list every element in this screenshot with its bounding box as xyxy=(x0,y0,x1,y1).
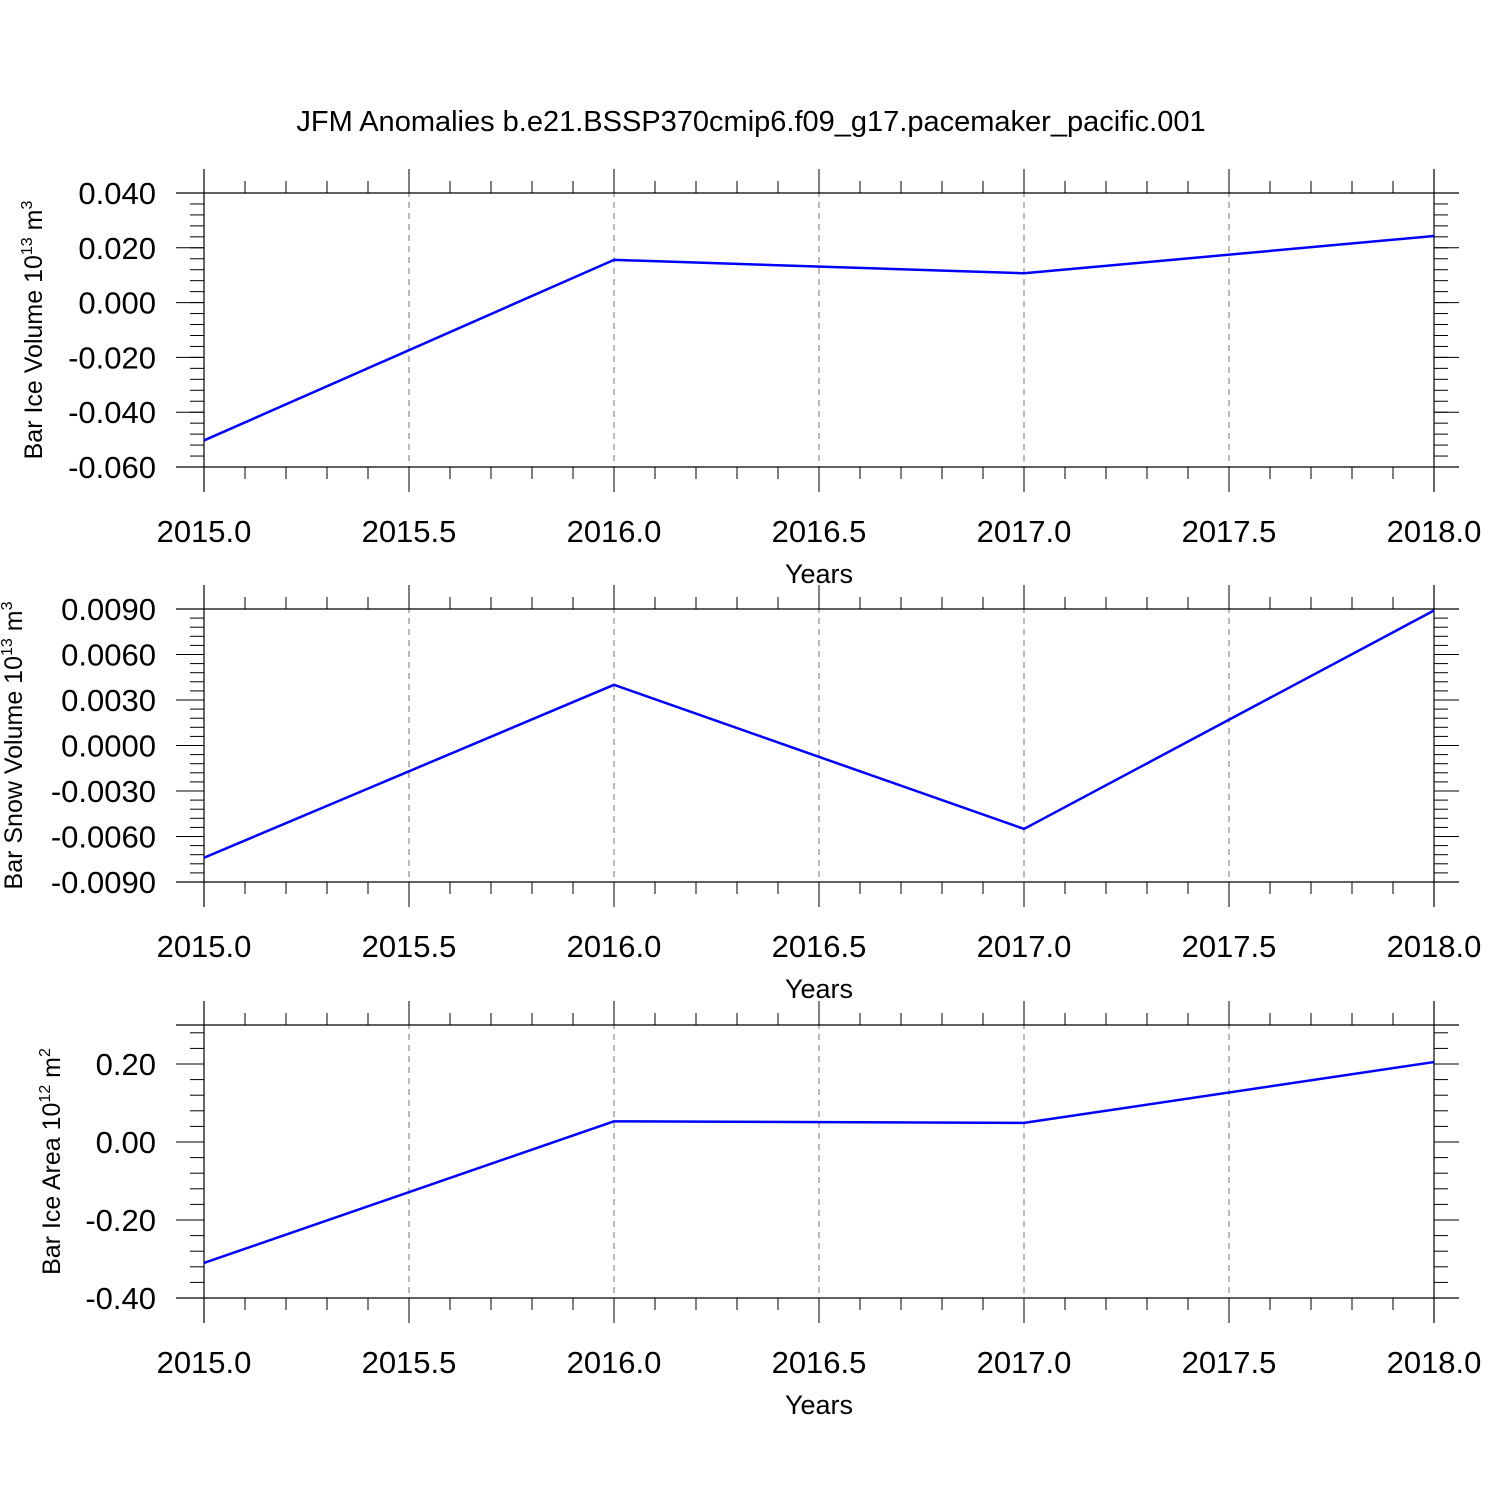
y-tick-label: 0.0030 xyxy=(61,683,156,718)
series-line xyxy=(203,1060,1435,1265)
x-tick-label: 2016.0 xyxy=(567,514,662,549)
x-tick-label: 2017.0 xyxy=(977,1345,1072,1380)
x-tick-label: 2017.0 xyxy=(977,929,1072,964)
x-tick-label: 2016.0 xyxy=(567,929,662,964)
series-line xyxy=(203,234,1435,442)
y-tick-label: -0.0030 xyxy=(51,774,156,809)
y-tick-label: -0.0090 xyxy=(51,865,156,900)
x-tick-label: 2015.0 xyxy=(157,514,252,549)
y-tick-label: -0.040 xyxy=(68,395,156,430)
x-tick-label: 2018.0 xyxy=(1387,1345,1482,1380)
y-axis-label: Bar Ice Area 1012 m2 xyxy=(37,1048,66,1275)
panel-3: 2015.0 2015.5 2016.0 2016.5 2017.0 2017.5 2018… xyxy=(37,1001,1481,1420)
y-tick-label: 0.040 xyxy=(78,176,156,211)
y-axis-label: Bar Snow Volume 1013 m3 xyxy=(0,601,28,889)
x-axis-label: Years xyxy=(785,974,853,1004)
x-tick-label: 2016.5 xyxy=(772,514,867,549)
panel-2: 2015.0 2015.5 2016.0 2016.5 2017.0 2017.5 2018… xyxy=(0,585,1481,1004)
x-tick-label: 2015.5 xyxy=(362,929,457,964)
y-tick-label: -0.060 xyxy=(68,450,156,485)
x-tick-label: 2017.5 xyxy=(1182,514,1277,549)
x-tick-label: 2016.5 xyxy=(772,1345,867,1380)
y-axis-label: Bar Ice Volume 1013 m3 xyxy=(19,201,48,460)
x-axis-label: Years xyxy=(785,1390,853,1420)
figure-title: JFM Anomalies b.e21.BSSP370cmip6.f09_g17… xyxy=(296,106,1205,138)
x-tick-label: 2018.0 xyxy=(1387,929,1482,964)
x-axis-label: Years xyxy=(785,559,853,589)
x-tick-label: 2015.0 xyxy=(157,929,252,964)
y-tick-label: 0.20 xyxy=(96,1047,156,1082)
x-tick-label: 2017.5 xyxy=(1182,929,1277,964)
y-tick-label: 0.0000 xyxy=(61,729,156,764)
y-tick-label: 0.000 xyxy=(78,286,156,321)
y-tick-label: 0.0090 xyxy=(61,592,156,627)
x-tick-label: 2016.5 xyxy=(772,929,867,964)
x-tick-label: 2017.0 xyxy=(977,514,1072,549)
x-tick-label: 2015.0 xyxy=(157,1345,252,1380)
panel-1: 2015.0 2015.5 2016.0 2016.5 2017.0 2017.5 2018… xyxy=(19,169,1481,589)
y-tick-label: -0.020 xyxy=(68,340,156,375)
x-tick-label: 2015.5 xyxy=(362,514,457,549)
x-tick-label: 2016.0 xyxy=(567,1345,662,1380)
x-tick-label: 2018.0 xyxy=(1387,514,1482,549)
y-tick-label: 0.020 xyxy=(78,231,156,266)
y-tick-label: 0.00 xyxy=(96,1125,156,1160)
y-tick-label: 0.0060 xyxy=(61,638,156,673)
y-tick-label: -0.40 xyxy=(85,1281,156,1316)
y-tick-label: -0.0060 xyxy=(51,820,156,855)
x-tick-label: 2017.5 xyxy=(1182,1345,1277,1380)
y-tick-label: -0.20 xyxy=(85,1203,156,1238)
series-line xyxy=(203,609,1435,859)
x-tick-label: 2015.5 xyxy=(362,1345,457,1380)
panels: 2015.0 2015.5 2016.0 2016.5 2017.0 2017.5 2018… xyxy=(0,169,1481,1420)
